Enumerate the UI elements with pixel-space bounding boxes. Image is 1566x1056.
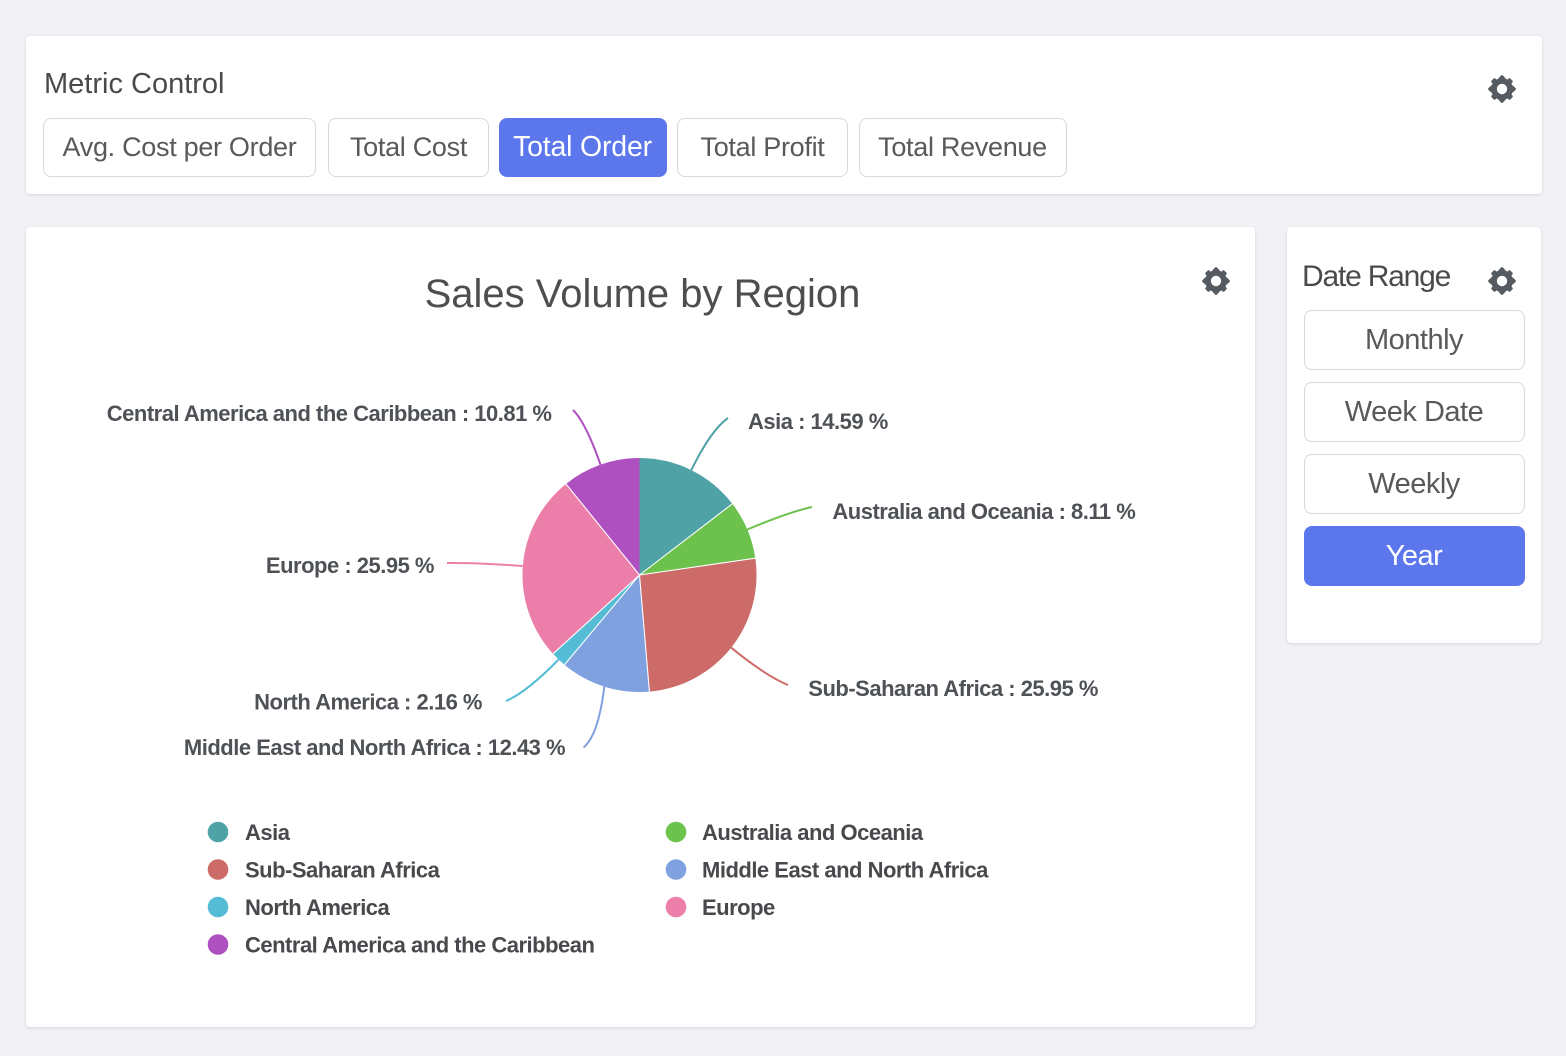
svg-text:North America: North America [245,895,391,920]
svg-text:Australia and Oceania: Australia and Oceania [702,820,924,845]
svg-text:Asia: Asia [245,820,291,845]
svg-text:Central America and the Caribb: Central America and the Caribbean [245,933,595,958]
svg-text:Australia and Oceania : 8.11 %: Australia and Oceania : 8.11 % [832,499,1135,524]
svg-text:Sub-Saharan Africa: Sub-Saharan Africa [245,858,441,883]
svg-text:North America : 2.16 %: North America : 2.16 % [254,690,482,715]
svg-text:Sales Volume by Region: Sales Volume by Region [425,272,861,316]
svg-text:Sub-Saharan Africa : 25.95 %: Sub-Saharan Africa : 25.95 % [808,676,1098,701]
svg-text:Europe : 25.95 %: Europe : 25.95 % [266,553,434,578]
svg-text:Middle East and North Africa :: Middle East and North Africa : 12.43 % [184,735,565,760]
svg-text:Europe: Europe [702,895,775,920]
svg-text:Middle East and North Africa: Middle East and North Africa [702,858,989,883]
svg-text:Asia : 14.59 %: Asia : 14.59 % [748,409,888,434]
svg-text:Central America and the Caribb: Central America and the Caribbean : 10.8… [107,401,552,426]
